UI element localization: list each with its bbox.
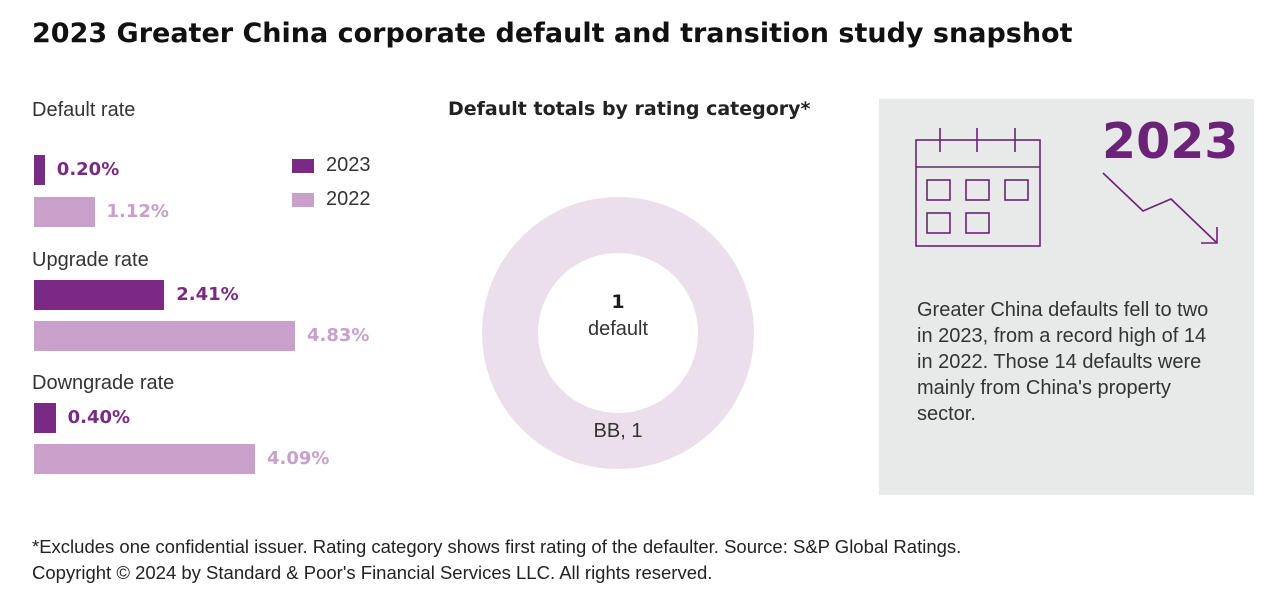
bar-default-rate-2023 bbox=[34, 155, 45, 185]
footnote-source: *Excludes one confidential issuer. Ratin… bbox=[32, 536, 962, 557]
callout-text: Greater China defaults fell to two in 20… bbox=[917, 299, 1209, 425]
callout-year: 2023 bbox=[1102, 113, 1239, 170]
bar-default-rate-2022 bbox=[34, 197, 95, 227]
trend-down-arrow-icon bbox=[1102, 172, 1218, 244]
category-label-downgrade-rate: Downgrade rate bbox=[32, 372, 175, 394]
legend-swatch-2022 bbox=[292, 192, 314, 207]
value-default-rate-2022: 1.12% bbox=[106, 201, 169, 222]
category-label-default-rate: Default rate bbox=[32, 99, 136, 121]
bar-upgrade-rate-2022 bbox=[34, 321, 295, 351]
value-downgrade-rate-2022: 4.09% bbox=[267, 448, 330, 469]
legend-2023: 2023 bbox=[292, 154, 371, 177]
donut-chart-title: Default totals by rating category* bbox=[448, 98, 811, 120]
default-totals-donut-chart: 1 default BB, 1 bbox=[482, 197, 754, 469]
legend-2022: 2022 bbox=[292, 188, 371, 211]
bar-upgrade-rate-2023 bbox=[34, 280, 165, 310]
bar-downgrade-rate-2022 bbox=[34, 444, 255, 474]
category-label-upgrade-rate: Upgrade rate bbox=[32, 249, 149, 271]
value-downgrade-rate-2023: 0.40% bbox=[67, 407, 131, 428]
legend-label-2022: 2022 bbox=[326, 188, 371, 210]
value-default-rate-2023: 0.20% bbox=[56, 159, 120, 180]
value-upgrade-rate-2022: 4.83% bbox=[307, 325, 370, 346]
legend-label-2023: 2023 bbox=[326, 154, 371, 176]
legend-swatch-2023 bbox=[292, 158, 314, 173]
donut-slice-label-bb: BB, 1 bbox=[594, 420, 643, 442]
bar-downgrade-rate-2023 bbox=[34, 403, 56, 433]
callout-panel: 2023 Greater China defaults fell to two … bbox=[879, 99, 1254, 495]
footnote: *Excludes one confidential issuer. Ratin… bbox=[32, 534, 961, 586]
donut-slice-bb bbox=[482, 197, 754, 469]
value-upgrade-rate-2023: 2.41% bbox=[176, 284, 239, 305]
calendar-icon bbox=[915, 128, 1041, 247]
donut-center-value: 1 bbox=[611, 291, 624, 313]
donut-center-label: default bbox=[588, 318, 648, 340]
page-title: 2023 Greater China corporate default and… bbox=[32, 18, 1073, 49]
footnote-copyright: Copyright © 2024 by Standard & Poor's Fi… bbox=[32, 562, 713, 583]
